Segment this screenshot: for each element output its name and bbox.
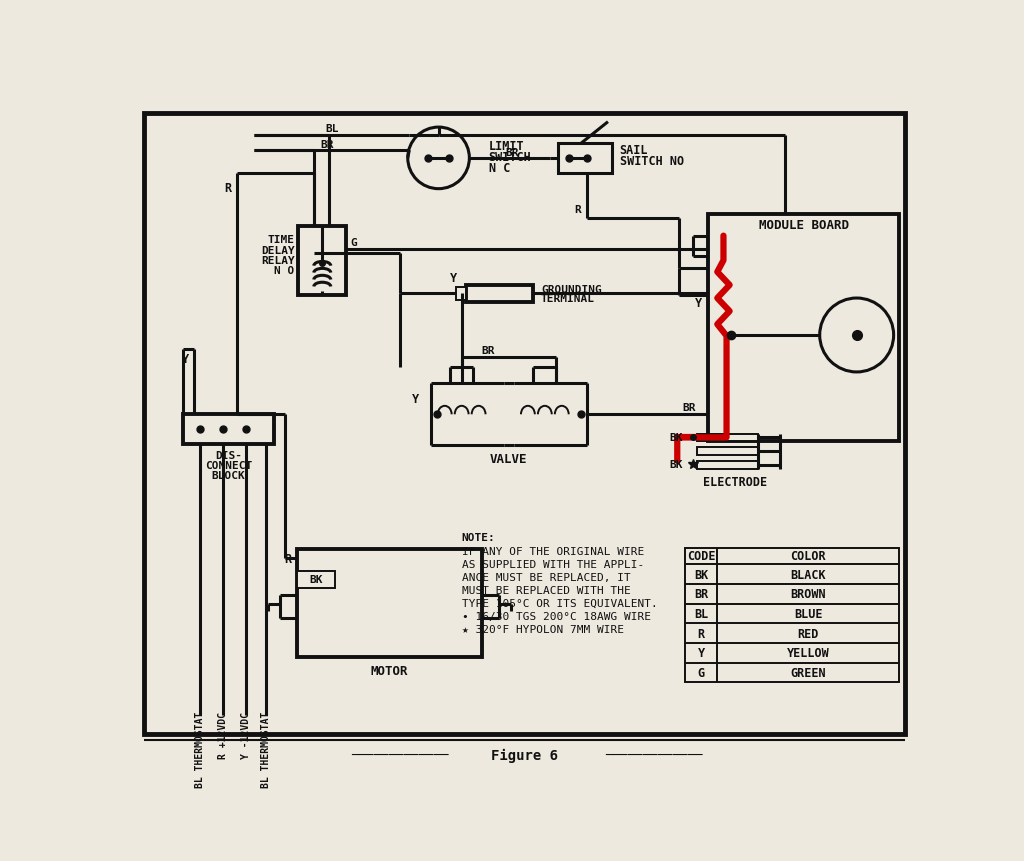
Text: DIS-: DIS-: [215, 450, 242, 461]
Text: BL: BL: [694, 607, 709, 620]
Text: R +12VDC: R +12VDC: [218, 711, 228, 758]
Text: YELLOW: YELLOW: [786, 647, 829, 660]
Text: CODE: CODE: [687, 550, 716, 563]
Text: BR: BR: [321, 139, 334, 150]
Text: Y: Y: [450, 271, 457, 284]
Text: ELECTRODE: ELECTRODE: [702, 475, 767, 488]
Text: SWITCH NO: SWITCH NO: [620, 154, 684, 168]
Text: TERMINAL: TERMINAL: [541, 294, 595, 304]
Bar: [685, 548, 899, 683]
Text: TIME: TIME: [267, 235, 295, 245]
Text: BK: BK: [669, 460, 683, 470]
Bar: [708, 215, 899, 442]
Text: BR: BR: [481, 345, 495, 356]
Text: AS SUPPLIED WITH THE APPLI-: AS SUPPLIED WITH THE APPLI-: [462, 559, 644, 569]
Text: MUST BE REPLACED WITH THE: MUST BE REPLACED WITH THE: [462, 585, 631, 595]
Text: BK: BK: [694, 568, 709, 581]
Bar: [696, 448, 758, 455]
Text: R: R: [697, 627, 705, 640]
Text: BROWN: BROWN: [791, 588, 826, 601]
Text: BK: BK: [669, 433, 683, 443]
Text: G: G: [350, 238, 356, 247]
Text: BL: BL: [326, 124, 339, 133]
Bar: [558, 144, 611, 173]
Text: Y -12VDC: Y -12VDC: [241, 711, 251, 758]
Text: MODULE BOARD: MODULE BOARD: [759, 219, 849, 232]
Text: RED: RED: [798, 627, 819, 640]
Bar: [696, 461, 758, 469]
Text: N C: N C: [488, 161, 510, 175]
Text: R: R: [573, 204, 581, 214]
Text: ─────────────: ─────────────: [351, 748, 449, 761]
Text: Y: Y: [413, 393, 419, 406]
Text: BL THERMOSTAT: BL THERMOSTAT: [195, 711, 205, 787]
Text: BR: BR: [694, 588, 709, 601]
Text: MOTOR: MOTOR: [371, 665, 408, 678]
Bar: [297, 571, 336, 588]
Text: DELAY: DELAY: [261, 245, 295, 255]
Text: G: G: [697, 666, 705, 679]
Text: SWITCH: SWITCH: [488, 151, 531, 164]
Text: BL THERMOSTAT: BL THERMOSTAT: [261, 711, 271, 787]
Text: BR: BR: [505, 147, 518, 158]
Bar: [183, 415, 273, 444]
Text: CONNECT: CONNECT: [205, 461, 252, 471]
Text: GREEN: GREEN: [791, 666, 826, 679]
Text: LIMIT: LIMIT: [488, 139, 524, 153]
Text: BLACK: BLACK: [791, 568, 826, 581]
Bar: [297, 549, 481, 657]
Text: BLUE: BLUE: [794, 607, 822, 620]
Bar: [457, 288, 466, 300]
Text: TYPE 105°C OR ITS EQUIVALENT.: TYPE 105°C OR ITS EQUIVALENT.: [462, 598, 657, 608]
Text: ★ 320°F HYPOLON 7MM WIRE: ★ 320°F HYPOLON 7MM WIRE: [462, 624, 624, 635]
Text: VALVE: VALVE: [489, 453, 527, 466]
Text: BLOCK: BLOCK: [212, 471, 245, 480]
Text: RELAY: RELAY: [261, 255, 295, 265]
Text: N O: N O: [274, 265, 295, 276]
Bar: [298, 226, 346, 295]
Text: ANCE MUST BE REPLACED, IT: ANCE MUST BE REPLACED, IT: [462, 572, 631, 582]
Text: R: R: [224, 182, 231, 195]
Bar: [466, 286, 534, 302]
Text: IF ANY OF THE ORIGINAL WIRE: IF ANY OF THE ORIGINAL WIRE: [462, 546, 644, 556]
Text: Y: Y: [181, 352, 188, 365]
Text: R: R: [284, 552, 291, 565]
Text: BK: BK: [309, 574, 323, 585]
Text: Y: Y: [697, 647, 705, 660]
Text: Figure 6: Figure 6: [492, 747, 558, 762]
Text: Y: Y: [695, 297, 702, 310]
Text: GROUNDING: GROUNDING: [541, 284, 602, 294]
Text: ─────────────: ─────────────: [605, 748, 702, 761]
Text: COLOR: COLOR: [791, 550, 826, 563]
Text: • 16/30 TGS 200°C 18AWG WIRE: • 16/30 TGS 200°C 18AWG WIRE: [462, 611, 650, 622]
Bar: [696, 434, 758, 442]
Text: NOTE:: NOTE:: [462, 533, 496, 542]
Text: BR: BR: [682, 402, 695, 412]
Text: SAIL: SAIL: [620, 144, 648, 157]
